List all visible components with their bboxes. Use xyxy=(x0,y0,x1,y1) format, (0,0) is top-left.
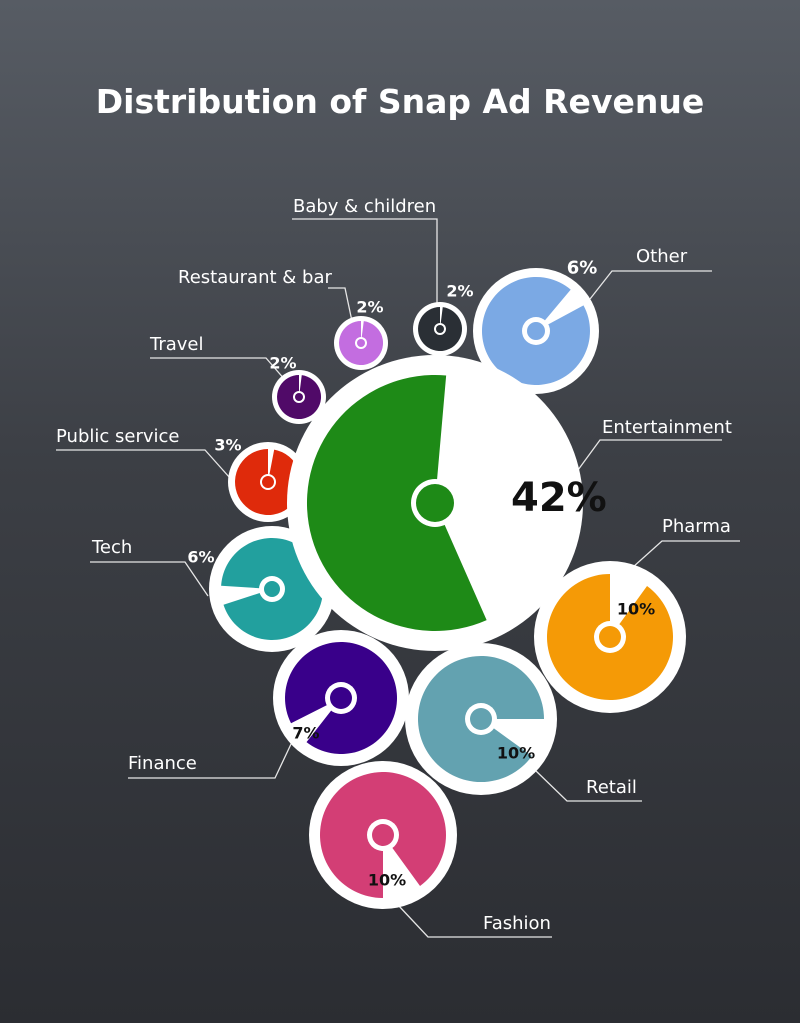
category-label-baby-and-children: Baby & children xyxy=(293,196,436,217)
leader-line-public-service xyxy=(56,449,231,479)
value-label-other: 6% xyxy=(567,257,598,278)
bubble-travel xyxy=(272,370,326,424)
category-label-public-service: Public service xyxy=(56,426,179,447)
hub-dot-travel xyxy=(295,393,303,401)
leader-line-finance xyxy=(128,741,293,779)
category-label-finance: Finance xyxy=(128,753,197,774)
leader-line-retail xyxy=(534,769,642,802)
hub-dot-pharma xyxy=(599,626,621,648)
category-label-travel: Travel xyxy=(149,334,204,355)
category-label-fashion: Fashion xyxy=(483,913,551,934)
leader-line-pharma xyxy=(631,540,740,569)
bubble-retail xyxy=(405,643,557,795)
category-label-entertainment: Entertainment xyxy=(602,417,732,438)
value-label-finance: 7% xyxy=(292,724,319,743)
slice-entertainment xyxy=(306,375,487,632)
hub-dot-fashion xyxy=(372,824,394,846)
leader-line-entertainment xyxy=(577,439,722,471)
leader-line-fashion xyxy=(397,904,552,938)
hub-dot-baby-and-children xyxy=(436,325,444,333)
bubble-fashion xyxy=(309,761,457,909)
bubble-other xyxy=(473,268,599,394)
hub-dot-entertainment xyxy=(416,484,454,522)
hub-dot-retail xyxy=(470,708,492,730)
category-label-tech: Tech xyxy=(91,537,132,558)
hub-dot-finance xyxy=(330,687,352,709)
chart-title: Distribution of Snap Ad Revenue xyxy=(95,82,705,121)
bubble-entertainment xyxy=(287,355,583,651)
hub-dot-restaurant-and-bar xyxy=(357,339,365,347)
value-label-restaurant-and-bar: 2% xyxy=(356,298,383,317)
leader-line-restaurant-and-bar xyxy=(328,287,354,327)
bubble-restaurant-and-bar xyxy=(334,316,388,370)
category-label-restaurant-and-bar: Restaurant & bar xyxy=(178,267,332,288)
value-label-fashion: 10% xyxy=(368,871,406,890)
bubble-pharma xyxy=(534,561,686,713)
hub-dot-tech xyxy=(264,581,280,597)
value-label-pharma: 10% xyxy=(617,600,655,619)
leader-line-baby-and-children xyxy=(292,218,438,308)
value-label-entertainment: 42% xyxy=(511,475,607,521)
bubble-baby-and-children xyxy=(413,302,467,356)
value-label-tech: 6% xyxy=(187,548,214,567)
bubble-finance xyxy=(273,630,409,766)
leader-line-tech xyxy=(90,561,209,597)
value-label-travel: 2% xyxy=(269,354,296,373)
value-label-baby-and-children: 2% xyxy=(446,282,473,301)
leader-line-other xyxy=(589,270,712,300)
hub-dot-other xyxy=(527,322,545,340)
category-label-pharma: Pharma xyxy=(662,516,731,537)
value-label-public-service: 3% xyxy=(214,436,241,455)
category-label-other: Other xyxy=(636,246,688,267)
value-label-retail: 10% xyxy=(497,744,535,763)
category-label-retail: Retail xyxy=(586,777,637,798)
hub-dot-public-service xyxy=(262,476,274,488)
